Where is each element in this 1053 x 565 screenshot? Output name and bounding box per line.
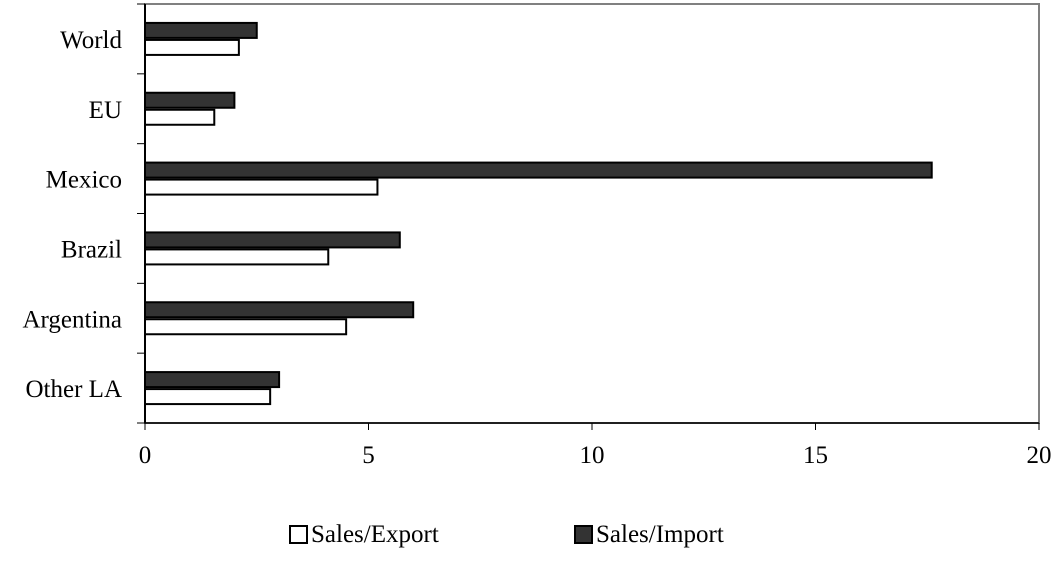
bar-sales-export xyxy=(144,318,348,336)
y-category-label: World xyxy=(60,27,122,54)
x-tick-label: 10 xyxy=(580,442,605,469)
bar-sales-import xyxy=(144,161,933,179)
bar-sales-export xyxy=(144,108,216,126)
bar-sales-import xyxy=(144,301,415,319)
legend-label-sales-import: Sales/Import xyxy=(596,521,724,548)
plot-frame xyxy=(144,3,1040,424)
y-category-label: Other LA xyxy=(26,376,123,403)
y-category-label: Mexico xyxy=(46,167,122,194)
bar-sales-import xyxy=(144,231,401,249)
bar-sales-export xyxy=(144,38,240,56)
x-tick-label: 5 xyxy=(362,442,375,469)
legend: Sales/Export Sales/Import xyxy=(289,521,724,548)
bar-sales-export xyxy=(144,178,379,196)
bar-sales-export xyxy=(144,388,272,406)
legend-label-sales-export: Sales/Export xyxy=(311,521,439,548)
bar-sales-export xyxy=(144,248,330,266)
bar-sales-import xyxy=(144,21,258,39)
legend-swatch-sales-export xyxy=(289,525,308,544)
y-category-label: EU xyxy=(89,97,122,124)
legend-swatch-sales-import xyxy=(574,525,593,544)
x-tick-label: 0 xyxy=(139,442,152,469)
bar-sales-import xyxy=(144,371,281,389)
plot-area: 0 5 10 15 20 World EU Mexico Brazil Argentina Othe… xyxy=(22,3,1052,469)
bar-sales-import xyxy=(144,91,236,109)
y-category-label: Argentina xyxy=(22,306,122,333)
y-category-label: Brazil xyxy=(61,236,122,263)
x-tick-label: 15 xyxy=(803,442,828,469)
x-tick-label: 20 xyxy=(1027,442,1052,469)
